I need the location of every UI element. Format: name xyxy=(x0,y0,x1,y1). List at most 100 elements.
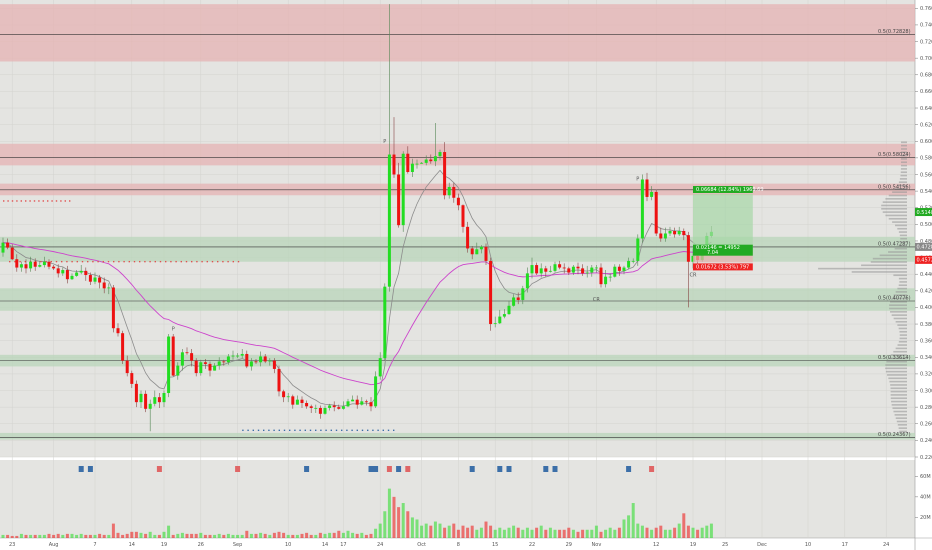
volume-bar xyxy=(498,527,502,538)
volume-bar xyxy=(185,533,189,538)
volume-bar xyxy=(507,527,511,538)
dot-marker xyxy=(38,200,40,202)
volume-bar xyxy=(341,532,345,538)
price-tick-label: 0.30000 xyxy=(920,388,932,394)
signal-marker xyxy=(405,466,411,472)
dot-marker xyxy=(170,260,172,263)
volume-profile-bar xyxy=(881,204,907,207)
dot-marker xyxy=(315,429,317,432)
volume-profile-bar xyxy=(890,354,907,356)
fib-level-label: 0.5(0.54156) xyxy=(878,184,911,190)
dot-marker xyxy=(294,429,296,432)
volume-bar xyxy=(709,523,713,538)
candle-body xyxy=(332,405,336,408)
volume-bar xyxy=(581,529,585,538)
candle-body xyxy=(29,261,33,269)
time-tick-label: Aug xyxy=(49,542,59,548)
price-tick-label: 0.64000 xyxy=(920,106,932,112)
dot-marker xyxy=(320,429,322,432)
volume-profile-bar xyxy=(888,194,907,197)
price-tick-label: 0.58000 xyxy=(920,156,932,162)
candle-body xyxy=(24,264,28,269)
signal-marker xyxy=(396,466,402,472)
candle-body xyxy=(622,267,626,271)
time-tick-label: 12 xyxy=(653,542,659,548)
candle-body xyxy=(254,361,258,363)
dot-marker xyxy=(222,260,224,263)
time-tick-label: 15 xyxy=(492,542,498,548)
volume-bar xyxy=(585,529,589,538)
candle-body xyxy=(544,268,548,272)
volume-bar xyxy=(29,534,33,538)
volume-bar xyxy=(309,534,313,538)
time-tick-label: 23 xyxy=(9,542,15,548)
candle-body xyxy=(378,358,382,377)
candle-body xyxy=(576,266,580,269)
volume-bar xyxy=(295,534,299,538)
candle-body xyxy=(162,393,166,403)
candle-body xyxy=(613,266,617,277)
volume-bar xyxy=(548,527,552,538)
volume-bar xyxy=(452,523,456,538)
volume-bar xyxy=(337,530,341,538)
candle-body xyxy=(659,233,663,239)
candle-body xyxy=(19,264,23,268)
volume-profile-bar xyxy=(894,247,907,250)
volume-profile-bar xyxy=(888,357,907,360)
dot-marker xyxy=(382,429,384,432)
signal-marker xyxy=(304,466,310,472)
dot-marker xyxy=(356,429,358,432)
candle-body xyxy=(98,277,102,283)
dot-marker xyxy=(191,260,193,263)
candle-body xyxy=(498,316,502,324)
volume-profile-bar xyxy=(891,400,907,403)
volume-profile-bar xyxy=(895,188,907,190)
candle-body xyxy=(617,266,621,271)
volume-profile-bar xyxy=(885,370,907,373)
volume-profile-bar xyxy=(891,297,907,300)
candle-body xyxy=(654,191,658,234)
dot-marker xyxy=(211,260,214,263)
candle-body xyxy=(300,399,304,403)
volume-profile-bar xyxy=(898,277,907,280)
candle-body xyxy=(337,407,341,409)
dot-marker xyxy=(330,429,332,432)
volume-bar xyxy=(222,534,226,538)
volume-bar xyxy=(383,511,387,538)
volume-profile-bar xyxy=(898,231,907,233)
volume-bar xyxy=(475,529,479,538)
chart-annotation: CR xyxy=(593,297,600,303)
candle-body xyxy=(530,265,534,274)
volume-bar xyxy=(52,534,56,538)
volume-bar xyxy=(521,529,525,538)
volume-bar xyxy=(291,534,295,538)
candle-body xyxy=(111,287,115,329)
time-tick-label: 8 xyxy=(457,542,460,548)
candle-body xyxy=(558,264,562,268)
volume-profile-bar xyxy=(899,241,907,243)
dot-marker xyxy=(278,429,280,432)
candle-body xyxy=(75,272,79,276)
candle-body xyxy=(452,186,456,198)
volume-profile-bar xyxy=(899,234,907,237)
volume-bar xyxy=(167,525,171,538)
dot-marker xyxy=(87,260,89,263)
volume-bar xyxy=(56,533,60,538)
volume-profile-bar xyxy=(889,304,907,306)
volume-profile-bar xyxy=(890,390,907,393)
candle-body xyxy=(484,246,488,261)
volume-bar xyxy=(144,533,148,538)
time-tick-label: 29 xyxy=(566,542,572,548)
volume-profile-bar xyxy=(900,154,907,157)
candle-body xyxy=(346,401,350,407)
position-target-label: 0.06684 (12.84%) 1969.69 xyxy=(696,187,764,193)
volume-bar xyxy=(102,534,106,538)
volume-profile-bar xyxy=(888,377,907,380)
dot-marker xyxy=(377,429,379,432)
candle-body xyxy=(512,297,516,306)
candle-body xyxy=(84,270,88,276)
candle-body xyxy=(121,333,125,361)
volume-bar xyxy=(590,529,594,538)
dot-marker xyxy=(102,260,104,263)
